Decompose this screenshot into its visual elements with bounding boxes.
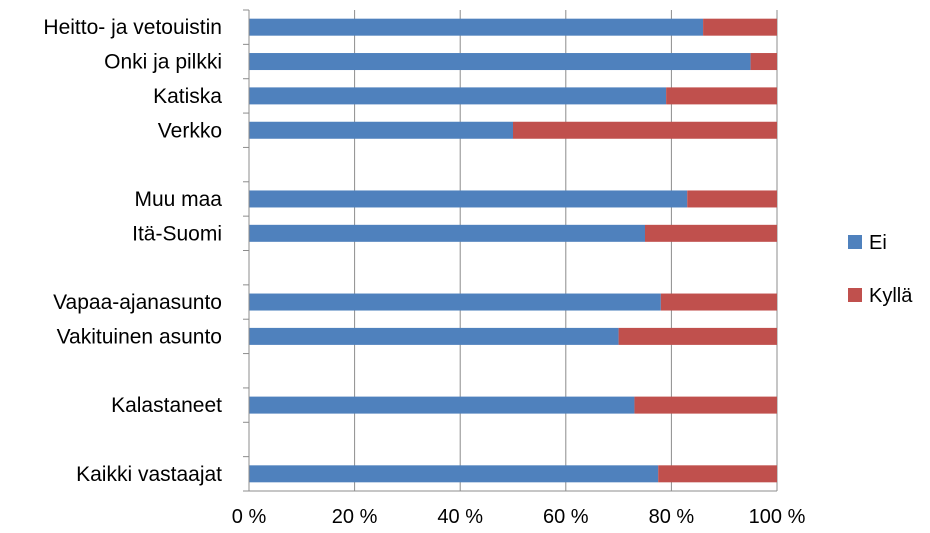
bar-segment-kyllä (618, 327, 777, 345)
bar-segment-kyllä (687, 190, 777, 208)
bar-segment-kyllä (513, 121, 777, 139)
bar-segment-kyllä (658, 465, 777, 483)
bar-segment-kyllä (750, 53, 777, 71)
legend-label: Kyllä (869, 285, 913, 307)
legend-swatch (848, 288, 862, 302)
bar-segment-ei (249, 18, 704, 36)
category-label: Heitto- ja vetouistin (43, 16, 222, 39)
category-label: Katiska (153, 85, 222, 108)
x-tick-label: 20 % (332, 506, 378, 528)
category-labels: Heitto- ja vetouistin Onki ja pilkki Katis… (43, 16, 222, 486)
bar-segment-kyllä (645, 224, 777, 242)
x-tick-label: 80 % (649, 506, 695, 528)
bar-segment-kyllä (660, 293, 777, 311)
bar-segment-ei (249, 190, 688, 208)
bar-segment-kyllä (666, 87, 777, 105)
y-axis (243, 9, 777, 492)
category-label: Verkko (158, 119, 222, 142)
x-tick-label: 40 % (437, 506, 483, 528)
legend-label: Ei (869, 232, 887, 254)
category-label: Muu maa (134, 188, 222, 211)
x-tick-labels: 0 % 20 % 40 % 60 % 80 % 100 % (232, 506, 806, 528)
legend-swatch (848, 235, 862, 249)
category-label: Onki ja pilkki (104, 51, 222, 74)
category-label: Itä-Suomi (132, 222, 222, 245)
bars (249, 18, 777, 483)
legend: Ei Kyllä (848, 232, 913, 307)
category-label: Kaikki vastaajat (76, 463, 222, 486)
category-label: Kalastaneet (111, 394, 222, 417)
bar-segment-ei (249, 53, 751, 71)
bar-segment-ei (249, 293, 661, 311)
bar-segment-kyllä (634, 396, 777, 414)
bar-segment-ei (249, 327, 619, 345)
bar-segment-kyllä (703, 18, 777, 36)
category-label: Vapaa-ajanasunto (53, 291, 222, 314)
bar-segment-ei (249, 465, 659, 483)
bar-segment-ei (249, 87, 667, 105)
x-tick-label: 0 % (232, 506, 267, 528)
x-tick-label: 100 % (749, 506, 806, 528)
x-tick-label: 60 % (543, 506, 589, 528)
bar-segment-ei (249, 224, 645, 242)
grid-lines (354, 10, 778, 491)
bar-segment-ei (249, 121, 513, 139)
bar-segment-ei (249, 396, 635, 414)
category-label: Vakituinen asunto (57, 325, 222, 348)
